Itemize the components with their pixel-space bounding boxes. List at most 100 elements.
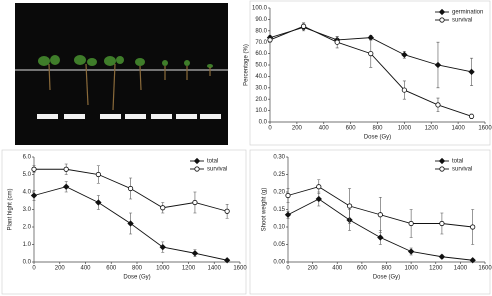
x-tick-label: 1200 bbox=[429, 266, 443, 272]
x-tick-label: 1200 bbox=[425, 126, 439, 132]
marker bbox=[334, 39, 340, 45]
legend-label: survival bbox=[207, 167, 227, 173]
y-tick-label: 60.0 bbox=[255, 51, 267, 57]
y-tick-label: 20.0 bbox=[255, 97, 267, 103]
y-tick-label: 0.05 bbox=[273, 242, 285, 248]
marker bbox=[468, 68, 475, 76]
y-tick-label: 0.00 bbox=[273, 260, 285, 266]
marker bbox=[191, 250, 199, 257]
x-tick-label: 200 bbox=[292, 126, 303, 132]
legend-label: survival bbox=[452, 18, 472, 24]
marker bbox=[377, 212, 383, 218]
marker bbox=[315, 195, 322, 203]
x-tick-label: 1400 bbox=[454, 266, 468, 272]
x-tick-label: 400 bbox=[332, 266, 343, 272]
y-tick-label: 70.0 bbox=[255, 40, 267, 46]
marker bbox=[401, 51, 408, 58]
y-tick-label: 0.20 bbox=[273, 190, 285, 196]
marker bbox=[160, 205, 166, 211]
legend-label: total bbox=[452, 159, 463, 165]
marker bbox=[95, 171, 101, 178]
chart: 0.00 0.05 0.10 0.15 0.20 0.25 0.30 0 200 400 600 80… bbox=[262, 155, 492, 281]
marker bbox=[30, 192, 38, 199]
marker bbox=[469, 257, 476, 264]
x-tick-label: 1400 bbox=[451, 126, 465, 132]
y-tick-label: 40.0 bbox=[255, 74, 267, 80]
marker bbox=[367, 34, 374, 41]
marker bbox=[470, 224, 476, 230]
y-axis-title: Plant hight (cm) bbox=[8, 188, 14, 230]
marker bbox=[224, 208, 230, 214]
x-tick-label: 0 bbox=[268, 126, 272, 132]
x-tick-label: 1600 bbox=[233, 266, 247, 272]
x-tick-label: 200 bbox=[308, 266, 319, 272]
marker bbox=[368, 50, 374, 57]
x-tick-label: 400 bbox=[80, 266, 91, 272]
marker bbox=[267, 37, 273, 43]
panel-border bbox=[249, 149, 491, 295]
marker bbox=[300, 23, 307, 29]
y-tick-label: 4.0 bbox=[23, 190, 32, 196]
y-axis-title: Percentage (%) bbox=[244, 44, 250, 86]
legend-marker bbox=[439, 166, 445, 172]
marker bbox=[127, 220, 134, 227]
marker bbox=[434, 61, 442, 69]
y-tick-label: 50.0 bbox=[255, 63, 267, 69]
y-tick-label: 2.0 bbox=[23, 225, 32, 231]
photo-panel bbox=[15, 3, 228, 145]
photo bbox=[15, 3, 228, 145]
chart: 0.0 1.0 2.0 3.0 4.0 5.0 6.0 0 200 400 600 800 1000 12… bbox=[8, 155, 248, 281]
y-tick-label: 5.0 bbox=[23, 172, 32, 178]
marker bbox=[408, 220, 414, 227]
x-tick-label: 800 bbox=[372, 126, 383, 132]
x-tick-label: 1400 bbox=[208, 266, 222, 272]
panel-border bbox=[249, 0, 491, 146]
photo-label-boxes bbox=[37, 114, 221, 119]
x-tick-label: 1000 bbox=[404, 266, 418, 272]
y-tick-label: 80.0 bbox=[255, 28, 267, 34]
x-tick-label: 400 bbox=[319, 126, 330, 132]
x-tick-label: 600 bbox=[346, 126, 357, 132]
marker bbox=[439, 220, 445, 227]
x-tick-label: 1200 bbox=[182, 266, 196, 272]
marker bbox=[159, 243, 166, 251]
x-tick-label: 0 bbox=[32, 266, 36, 272]
x-tick-label: 1000 bbox=[398, 126, 412, 132]
x-tick-label: 200 bbox=[55, 266, 66, 272]
legend-label: total bbox=[207, 159, 218, 165]
y-tick-label: 0.30 bbox=[273, 155, 285, 161]
marker bbox=[285, 192, 291, 199]
x-tick-label: 800 bbox=[132, 266, 143, 272]
y-tick-label: 0.15 bbox=[273, 207, 285, 213]
x-axis-title: Dose (Gy) bbox=[373, 275, 400, 281]
plants bbox=[38, 55, 213, 68]
x-tick-label: 600 bbox=[357, 266, 368, 272]
y-tick-label: 10.0 bbox=[255, 108, 267, 114]
marker bbox=[407, 248, 415, 255]
x-tick-label: 1600 bbox=[478, 126, 492, 132]
y-tick-label: 0.0 bbox=[259, 120, 268, 126]
y-tick-label: 90.0 bbox=[255, 17, 267, 23]
x-axis-title: Dose (Gy) bbox=[364, 135, 391, 141]
panel-border bbox=[1, 149, 247, 295]
x-axis-title: Dose (Gy) bbox=[123, 275, 150, 281]
legend-label: survival bbox=[452, 167, 472, 173]
y-tick-label: 6.0 bbox=[23, 155, 32, 161]
marker bbox=[316, 184, 322, 190]
roots bbox=[48, 63, 211, 111]
legend-marker bbox=[438, 157, 446, 165]
chart: 0.0 10.0 20.0 30.0 40.0 50.0 60.0 70.0 80.0 90.0 1… bbox=[244, 6, 492, 141]
legend-marker bbox=[439, 17, 445, 23]
y-tick-label: 30.0 bbox=[255, 85, 267, 91]
marker bbox=[377, 234, 384, 241]
x-tick-label: 0 bbox=[286, 266, 290, 272]
y-tick-label: 0.10 bbox=[273, 225, 285, 231]
legend-marker bbox=[193, 157, 201, 165]
marker bbox=[438, 253, 446, 260]
marker bbox=[192, 199, 198, 206]
x-tick-label: 1000 bbox=[156, 266, 170, 272]
y-tick-label: 3.0 bbox=[23, 207, 32, 213]
marker bbox=[435, 102, 441, 108]
x-tick-label: 600 bbox=[106, 266, 117, 272]
y-tick-label: 0.25 bbox=[273, 172, 285, 178]
